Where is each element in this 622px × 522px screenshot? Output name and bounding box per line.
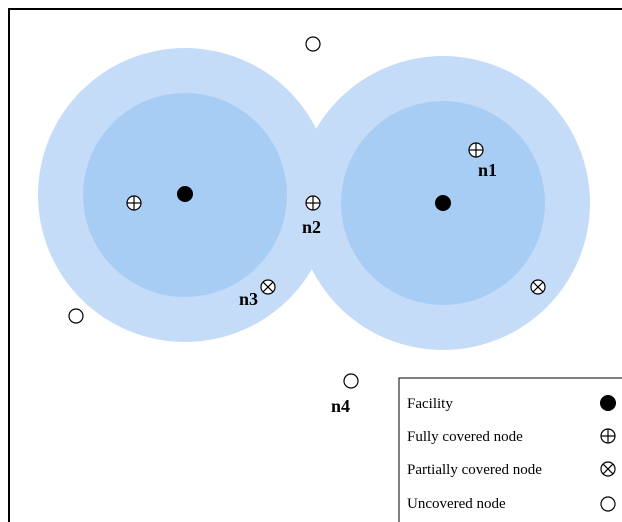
- facility-marker: [435, 195, 451, 211]
- uncovered-node: [305, 36, 321, 52]
- uncovered-node: [343, 373, 359, 389]
- node-label-n2: n2: [302, 217, 321, 237]
- node-label-n4: n4: [331, 396, 350, 416]
- fully-covered-node: [305, 195, 321, 211]
- legend-label-uncovered: Uncovered node: [407, 496, 506, 512]
- partially-covered-node: [530, 279, 546, 295]
- diagram-frame: [8, 8, 622, 522]
- uncovered-icon: [600, 496, 616, 512]
- node-label-n1: n1: [478, 160, 497, 180]
- node-label-n3: n3: [239, 289, 258, 309]
- partially-covered-icon: [600, 461, 616, 477]
- uncovered-node: [68, 308, 84, 324]
- legend: Facility Fully covered node Partially co…: [398, 377, 622, 522]
- facility-icon: [600, 395, 616, 411]
- legend-box: [398, 377, 622, 522]
- fully-covered-node: [468, 142, 484, 158]
- legend-label-facility: Facility: [407, 396, 453, 412]
- partially-covered-node: [260, 279, 276, 295]
- facility-marker: [177, 186, 193, 202]
- fully-covered-node: [126, 195, 142, 211]
- legend-label-fully-covered: Fully covered node: [407, 429, 523, 445]
- legend-label-partially-covered: Partially covered node: [407, 462, 542, 478]
- fully-covered-icon: [600, 428, 616, 444]
